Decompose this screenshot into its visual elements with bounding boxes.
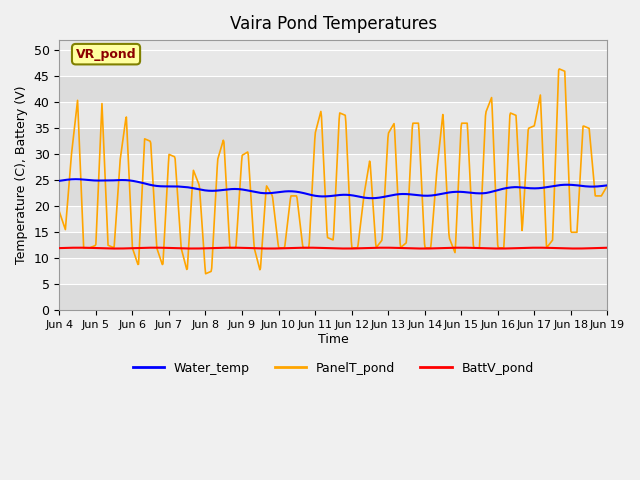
Bar	[60, 155, 607, 180]
Bar	[60, 102, 607, 128]
Bar	[60, 284, 607, 310]
Bar	[60, 258, 607, 284]
Bar	[60, 232, 607, 258]
Bar	[60, 206, 607, 232]
X-axis label: Time: Time	[318, 333, 349, 346]
Bar	[60, 50, 607, 76]
Legend: Water_temp, PanelT_pond, BattV_pond: Water_temp, PanelT_pond, BattV_pond	[128, 357, 539, 380]
Y-axis label: Temperature (C), Battery (V): Temperature (C), Battery (V)	[15, 86, 28, 264]
Bar	[60, 76, 607, 102]
Bar	[60, 128, 607, 155]
Text: VR_pond: VR_pond	[76, 48, 136, 60]
Bar	[60, 180, 607, 206]
Title: Vaira Pond Temperatures: Vaira Pond Temperatures	[230, 15, 437, 33]
